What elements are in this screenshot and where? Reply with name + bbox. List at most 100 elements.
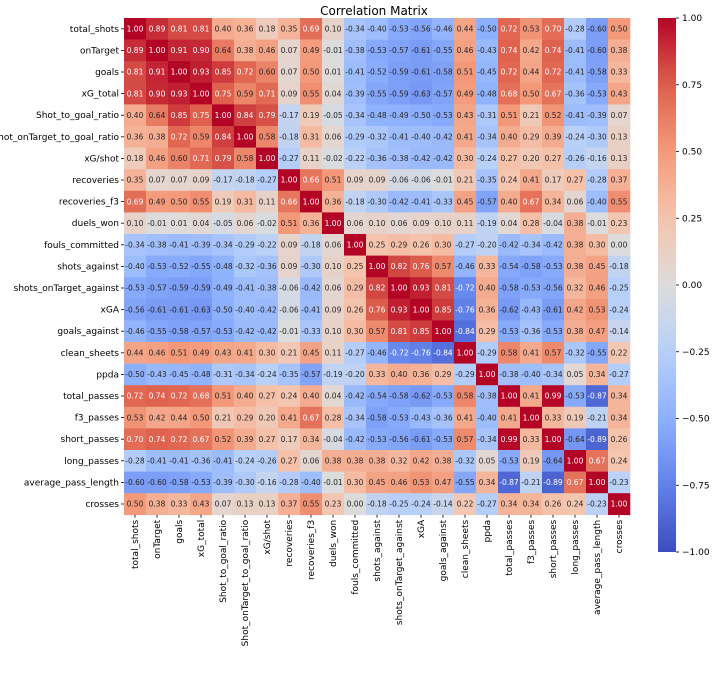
heatmap-cell	[212, 277, 235, 300]
cell-value-label: 0.93	[391, 305, 408, 314]
cell-value-label: -0.53	[543, 262, 563, 271]
cell-value-label: 0.29	[435, 370, 452, 379]
cell-value-label: 0.81	[391, 327, 408, 336]
heatmap-cell	[190, 363, 213, 386]
heatmap-cell	[608, 82, 631, 105]
cell-value-label: 0.50	[303, 68, 320, 77]
heatmap-cell	[300, 471, 323, 494]
heatmap-cell	[300, 212, 323, 235]
chart-title: Correlation Matrix	[320, 4, 428, 18]
column-label: short_passes	[549, 519, 559, 578]
cell-value-label: -0.58	[169, 478, 189, 487]
heatmap-cell	[388, 39, 411, 62]
cell-value-label: -0.57	[301, 370, 321, 379]
heatmap-cell	[168, 104, 191, 127]
heatmap-cell	[278, 471, 301, 494]
colorbar-tick-label: 0.75	[682, 81, 702, 91]
cell-value-label: -0.64	[565, 435, 585, 444]
heatmap-cell	[190, 190, 213, 213]
heatmap-cell	[454, 342, 477, 364]
heatmap-cell	[256, 190, 279, 213]
heatmap-cell	[476, 450, 499, 472]
heatmap-cell	[608, 471, 631, 494]
heatmap-cell	[146, 428, 169, 451]
cell-value-label: -0.14	[609, 327, 629, 336]
cell-value-label: 0.19	[523, 457, 540, 466]
cell-value-label: 0.45	[457, 197, 474, 206]
row-label: xG_total	[82, 90, 119, 100]
heatmap-cell	[344, 342, 367, 364]
heatmap-cell	[212, 450, 235, 472]
heatmap-cell	[410, 450, 433, 472]
cell-value-label: 1.00	[237, 133, 254, 142]
heatmap-cell	[366, 126, 389, 148]
heatmap-cell	[344, 18, 367, 40]
cell-value-label: -0.41	[345, 68, 365, 77]
cell-value-label: -0.40	[367, 25, 387, 34]
heatmap-cell	[234, 61, 257, 84]
cell-value-label: 0.13	[611, 154, 628, 163]
cell-value-label: -0.36	[521, 327, 541, 336]
cell-value-label: 0.90	[193, 46, 210, 55]
heatmap-cell	[454, 298, 477, 321]
cell-value-label: 0.34	[303, 435, 320, 444]
cell-value-label: 0.58	[259, 133, 276, 142]
heatmap-cell	[300, 126, 323, 148]
cell-value-label: -0.42	[433, 133, 453, 142]
heatmap-cell	[454, 61, 477, 84]
heatmap-cell	[146, 385, 169, 408]
heatmap-cell	[498, 298, 521, 321]
cell-value-label: -0.19	[323, 370, 343, 379]
column-label: fouls_committed	[351, 520, 361, 595]
heatmap-cell	[256, 147, 279, 170]
heatmap-cell	[322, 385, 345, 408]
heatmap-cell	[366, 428, 389, 451]
cell-value-label: 0.13	[259, 500, 276, 509]
row-label: fouls_committed	[44, 241, 119, 251]
cell-value-label: -0.53	[521, 284, 541, 293]
cell-value-label: -0.56	[411, 25, 431, 34]
cell-value-label: -0.48	[477, 89, 497, 98]
cell-value-label: -0.41	[169, 241, 189, 250]
cell-value-label: -0.76	[455, 305, 475, 314]
heatmap-cell	[366, 169, 389, 192]
cell-value-label: -0.41	[301, 305, 321, 314]
cell-value-label: -0.24	[257, 370, 277, 379]
heatmap-cell	[476, 169, 499, 192]
cell-value-label: -0.61	[147, 305, 167, 314]
heatmap-cell	[432, 234, 455, 256]
heatmap-cell	[344, 61, 367, 84]
heatmap-cell	[608, 450, 631, 472]
heatmap-cell	[146, 255, 169, 278]
cell-value-label: 0.18	[259, 25, 276, 34]
cell-value-label: 0.27	[501, 154, 518, 163]
cell-value-label: 0.34	[611, 392, 628, 401]
cell-value-label: -0.55	[587, 349, 607, 358]
cell-value-label: -0.27	[257, 176, 277, 185]
heatmap-cell	[410, 363, 433, 386]
heatmap-cell	[190, 298, 213, 321]
cell-value-label: 0.84	[215, 133, 232, 142]
heatmap-cell	[212, 234, 235, 256]
heatmap-cell	[124, 255, 147, 278]
heatmap-cell	[300, 234, 323, 256]
heatmap-cell	[124, 82, 147, 105]
heatmap-cell	[476, 126, 499, 148]
heatmap-cell	[124, 428, 147, 451]
heatmap-cell	[234, 320, 257, 343]
cell-value-label: 0.50	[523, 89, 540, 98]
heatmap-cell	[300, 342, 323, 364]
cell-value-label: 1.00	[589, 478, 606, 487]
heatmap-cell	[344, 39, 367, 62]
heatmap-cell	[520, 169, 543, 192]
heatmap-cell	[212, 428, 235, 451]
cell-value-label: 1.00	[303, 197, 320, 206]
cell-value-label: 0.91	[171, 46, 188, 55]
cell-value-label: 0.59	[237, 89, 254, 98]
heatmap-cell	[322, 82, 345, 105]
cell-value-label: -0.42	[411, 154, 431, 163]
row-label: goals	[95, 68, 119, 78]
cell-value-label: 0.26	[545, 500, 562, 509]
heatmap-cell	[344, 471, 367, 494]
cell-value-label: 0.44	[171, 413, 188, 422]
